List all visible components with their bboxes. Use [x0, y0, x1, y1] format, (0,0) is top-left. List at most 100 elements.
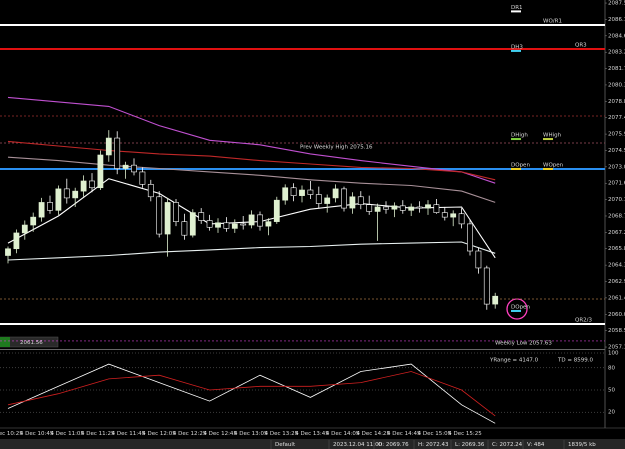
status-field: Default [275, 442, 296, 448]
candle-body [156, 196, 163, 235]
candle-body [72, 190, 79, 199]
candle-body [139, 171, 146, 185]
candle-body [189, 212, 196, 236]
last-price-box-toggle[interactable] [0, 337, 10, 347]
candle-body [21, 224, 28, 234]
x-tick-label: 4 Dec 10:25 [0, 431, 23, 437]
candle-body [433, 204, 440, 213]
moving-average [7, 156, 496, 203]
candle-body [265, 221, 272, 227]
y-tick-label: 2060.00 [608, 312, 625, 318]
candle-body [467, 223, 473, 252]
y-tick-label: 2081.75 [608, 66, 625, 72]
y-tick-label: 2087.55 [608, 1, 625, 7]
status-field: V: 484 [527, 442, 545, 448]
oscillator-line [7, 371, 496, 417]
y-tick-label: 2058.55 [608, 328, 625, 334]
moving-average [7, 96, 496, 184]
level-marker-label: DH3 [511, 44, 523, 50]
level-marker [543, 138, 553, 141]
y-tick-label: 2086.10 [608, 17, 625, 23]
candle-body [324, 197, 331, 204]
candle-body [383, 206, 389, 210]
candle-body [441, 212, 448, 218]
candle-body [349, 196, 356, 209]
y-tick-label: 2083.20 [608, 50, 625, 56]
x-tick-label: 4 Dec 14:45 [387, 431, 421, 437]
candle-body [164, 202, 171, 235]
moving-average [7, 140, 496, 181]
candle-body [89, 180, 95, 189]
level-marker [543, 167, 553, 170]
candle-body [105, 137, 112, 156]
candle-body [475, 250, 482, 269]
candle-body [492, 295, 499, 305]
candle-body [366, 204, 373, 212]
x-tick-label: 4 Dec 11:25 [81, 431, 115, 437]
status-field: L: 2069.36 [455, 442, 485, 448]
x-tick-label: 4 Dec 13:45 [295, 431, 329, 437]
candle-body [5, 248, 11, 256]
y-tick-label: 2061.45 [608, 295, 625, 301]
level-marker-label: DOpen [511, 304, 530, 310]
y-tick-label: 100 [608, 351, 619, 357]
status-field: C: 2072.24 [492, 442, 523, 448]
y-tick-label: 2078.85 [608, 99, 625, 105]
candle-body [173, 202, 179, 222]
candle-body [181, 221, 188, 236]
candle-body [231, 223, 238, 229]
y-tick-label: 2068.70 [608, 213, 625, 219]
candle-body [416, 206, 423, 209]
y-tick-label: 2057.10 [608, 345, 625, 351]
x-tick-label: 4 Dec 13:25 [265, 431, 299, 437]
candle-body [80, 180, 87, 192]
level-marker [511, 49, 521, 52]
candle-body [299, 189, 305, 196]
candle-body [483, 267, 490, 305]
candle-body [391, 205, 398, 210]
last-price-box[interactable] [0, 336, 59, 348]
y-tick-label: 2067.25 [608, 230, 625, 236]
level-marker [511, 10, 521, 13]
x-tick-label: 4 Dec 12:25 [173, 431, 207, 437]
candle-body [38, 202, 45, 218]
x-tick-label: 4 Dec 13:05 [234, 431, 268, 437]
y-tick-label: 80 [608, 365, 615, 371]
y-tick-label: 50 [608, 388, 615, 394]
candle-body [341, 188, 347, 209]
y-tick-label: 2064.35 [608, 263, 625, 269]
status-bar: Default 2023.12.04 11:00O: 2069.76 H: 2072… [0, 439, 625, 449]
y-tick-label: 2065.80 [608, 246, 625, 252]
level-label: Prev Weekly High 2075.16 [300, 145, 373, 151]
candle-body [257, 214, 263, 227]
status-field: H: 2072.43 [418, 442, 449, 448]
level-marker-label: WHigh [543, 133, 562, 139]
candle-body [131, 164, 137, 173]
level-label: Weekly Low 2057.63 [495, 340, 552, 346]
x-tick-label: 4 Dec 11:05 [50, 431, 84, 437]
candle-body [307, 189, 314, 195]
candle-body [273, 199, 280, 222]
candle-body [147, 184, 154, 198]
candle-body [425, 204, 431, 209]
candle-body [248, 214, 255, 226]
level-marker-label: DHigh [511, 133, 528, 139]
y-tick-label: 2062.90 [608, 279, 625, 285]
candle-body [282, 187, 289, 201]
indicator-annotation: TD = 8599.0 [557, 358, 593, 364]
candle-body [215, 222, 221, 228]
candle-body [315, 194, 322, 204]
candle-body [122, 164, 129, 169]
y-tick-label: 2077.40 [608, 115, 625, 121]
x-tick-label: 4 Dec 12:05 [142, 431, 176, 437]
x-tick-label: 4 Dec 12:45 [203, 431, 237, 437]
indicator-annotation: YRange = 4147.0 [489, 358, 539, 364]
moving-average [7, 241, 496, 261]
y-tick-label: 2075.95 [608, 132, 625, 138]
candle-body [408, 206, 415, 211]
y-tick-label: 2084.65 [608, 33, 625, 39]
status-bar-bg [0, 439, 625, 449]
x-tick-label: 4 Dec 10:45 [20, 431, 54, 437]
